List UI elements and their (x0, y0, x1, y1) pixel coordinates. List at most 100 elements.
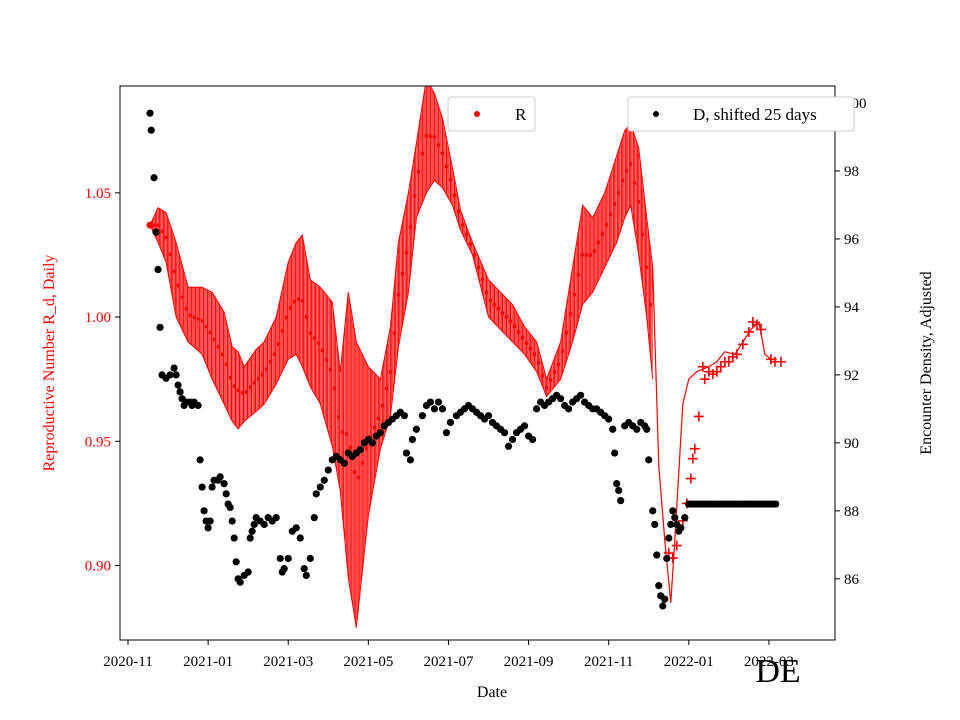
r-point (612, 202, 617, 207)
r-point (568, 312, 573, 316)
r-point (316, 341, 321, 345)
d-point (661, 595, 669, 603)
d-point (306, 554, 314, 563)
r-point (348, 445, 353, 450)
r-point (284, 315, 289, 320)
r-point (580, 253, 585, 257)
r-point (436, 143, 441, 147)
d-point (228, 517, 236, 525)
r-point (360, 461, 365, 465)
r-point (388, 369, 393, 374)
r-point (448, 178, 453, 182)
d-point (196, 456, 204, 464)
r-point (456, 209, 461, 214)
right-y-tick-label: 92 (844, 368, 859, 384)
r-point (632, 181, 637, 185)
d-point (442, 429, 451, 437)
r-point (184, 306, 188, 311)
x-tick-label: 2021-03 (263, 654, 313, 670)
r-point (472, 253, 477, 257)
r-point (164, 235, 168, 240)
r-point (156, 223, 160, 227)
r-forecast-marker (693, 411, 704, 422)
d-point (204, 524, 212, 532)
d-point (412, 425, 421, 433)
d-point (206, 517, 214, 525)
legend-r: R (447, 96, 536, 132)
right-y-tick-label: 98 (844, 164, 859, 180)
d-point (671, 514, 679, 522)
country-label: DE (755, 653, 800, 690)
r-point (528, 346, 533, 351)
legend-r-label: R (515, 105, 527, 124)
r-point (536, 361, 541, 365)
right-y-tick-label: 94 (844, 300, 860, 316)
r-point (604, 223, 609, 227)
r-point (520, 335, 525, 340)
d-point (280, 565, 288, 573)
d-point (663, 554, 671, 563)
d-point (296, 534, 304, 542)
r-point (560, 349, 565, 353)
right-y-tick-label: 86 (844, 572, 860, 588)
r-point (272, 352, 277, 357)
d-point (508, 435, 517, 444)
d-point (156, 323, 164, 331)
legend-d-label: D, shifted 25 days (693, 105, 817, 124)
d-point (200, 507, 208, 515)
r-point (180, 295, 184, 299)
d-point (340, 459, 348, 467)
legend-d-marker (653, 111, 659, 117)
r-point (372, 425, 377, 430)
r-point (320, 348, 325, 353)
r-point (492, 302, 497, 307)
legend-d-box (627, 96, 855, 132)
r-point (168, 252, 172, 257)
d-point (605, 415, 613, 423)
d-point (651, 520, 659, 529)
r-point (608, 212, 613, 217)
r-forecast-marker (689, 443, 700, 454)
r-point (404, 251, 409, 255)
r-series-points (146, 133, 786, 564)
r-point (392, 331, 397, 335)
r-point (556, 362, 561, 367)
r-point (592, 248, 597, 253)
d-point (617, 497, 625, 505)
r-point (420, 151, 425, 156)
r-point (624, 169, 629, 173)
d-point (368, 439, 376, 447)
r-point (380, 403, 385, 408)
d-point (500, 429, 509, 437)
r-forecast-marker (699, 374, 710, 385)
d-point (220, 480, 228, 488)
r-forecast-marker (775, 356, 786, 367)
right-y-axis-title: Encounter Density, Adjusted (918, 271, 935, 454)
d-point (276, 554, 284, 563)
r-point (512, 324, 517, 328)
r-point (532, 352, 537, 356)
left-y-tick-label: 1.05 (85, 186, 111, 202)
d-point (681, 514, 689, 522)
r-envelope-upper (149, 86, 654, 381)
r-point (188, 313, 192, 318)
r-point (332, 386, 337, 391)
r-point (336, 415, 341, 419)
left-y-axis-title: Reproductive Number R_d, Daily (41, 255, 58, 472)
r-forecast-marker (731, 349, 742, 360)
r-point (268, 359, 273, 364)
left-y-axis: 0.90 0.95 1.00 1.05 (85, 186, 120, 574)
r-forecast-marker (687, 453, 698, 464)
r-point (496, 306, 501, 311)
r-point (408, 225, 413, 229)
d-point (633, 425, 641, 433)
r-first-point (146, 221, 154, 229)
plot-frame (119, 85, 836, 641)
right-y-tick-label: 90 (844, 436, 859, 452)
r-point (244, 389, 248, 394)
r-point (444, 164, 449, 169)
r-point (216, 345, 220, 349)
r-point (636, 199, 641, 204)
r-point (476, 265, 481, 270)
